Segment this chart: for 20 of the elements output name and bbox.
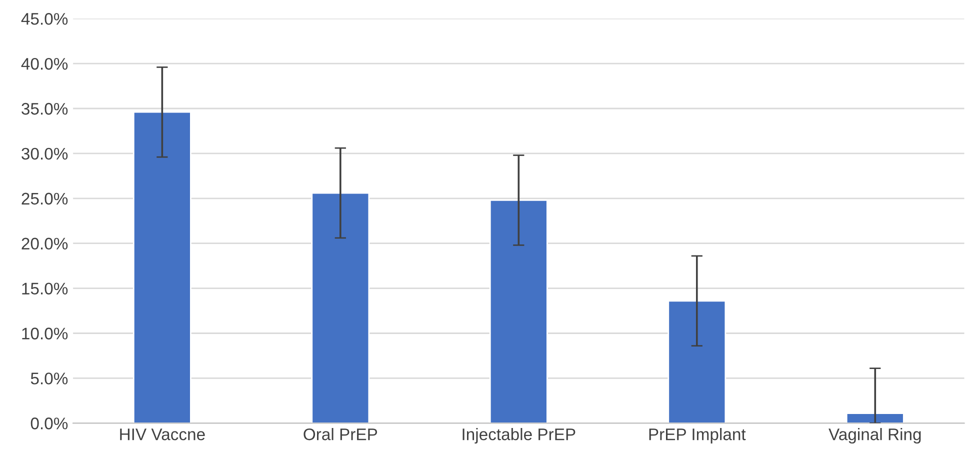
x-tick-label: HIV Vaccne xyxy=(120,428,205,440)
y-tick-label: 10.0% xyxy=(22,328,68,340)
x-tick-label: Vaginal Ring xyxy=(828,428,921,444)
y-tick-label: 45.0% xyxy=(21,13,68,25)
bar xyxy=(311,192,370,424)
y-tick-label: 5.0% xyxy=(30,372,68,384)
bar xyxy=(668,300,726,424)
bar xyxy=(489,200,548,424)
bar xyxy=(846,412,904,424)
y-tick-label: 0.0% xyxy=(30,418,68,430)
y-tick-label: 35.0% xyxy=(22,102,68,115)
bar xyxy=(132,111,192,424)
x-tick-label: PrEP Implant xyxy=(649,428,746,444)
x-tick-label: Oral PrEP xyxy=(304,428,378,440)
y-tick-label: 20.0% xyxy=(22,238,68,250)
y-tick-label: 40.0% xyxy=(21,58,68,70)
x-tick-label: Injectable PrEP xyxy=(462,428,576,444)
y-tick-label: 25.0% xyxy=(22,192,68,205)
y-tick-label: 30.0% xyxy=(22,148,68,160)
y-tick-label: 15.0% xyxy=(22,282,68,295)
